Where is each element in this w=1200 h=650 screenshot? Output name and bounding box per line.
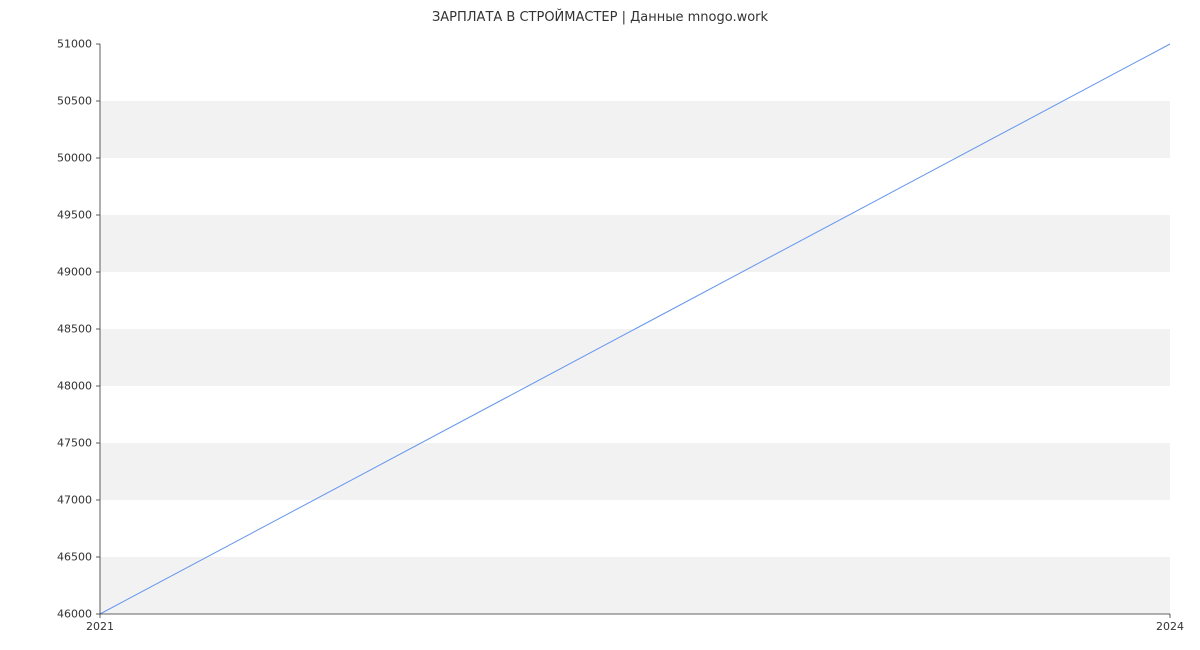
chart-title: ЗАРПЛАТА В СТРОЙМАСТЕР | Данные mnogo.wo…	[0, 10, 1200, 25]
y-tick-label: 49000	[0, 266, 92, 279]
y-tick-label: 48500	[0, 323, 92, 336]
y-tick-label: 47000	[0, 494, 92, 507]
y-tick-label: 46500	[0, 551, 92, 564]
salary-line-chart: ЗАРПЛАТА В СТРОЙМАСТЕР | Данные mnogo.wo…	[0, 0, 1200, 650]
y-tick-label: 50500	[0, 95, 92, 108]
y-tick-label: 51000	[0, 38, 92, 51]
plot-area	[100, 44, 1170, 614]
y-tick-label: 46000	[0, 608, 92, 621]
y-tick-label: 48000	[0, 380, 92, 393]
x-tick-label: 2024	[1156, 620, 1184, 633]
y-tick-label: 47500	[0, 437, 92, 450]
x-tick-label: 2021	[86, 620, 114, 633]
y-tick-label: 50000	[0, 152, 92, 165]
y-tick-label: 49500	[0, 209, 92, 222]
plot-svg	[100, 44, 1170, 614]
